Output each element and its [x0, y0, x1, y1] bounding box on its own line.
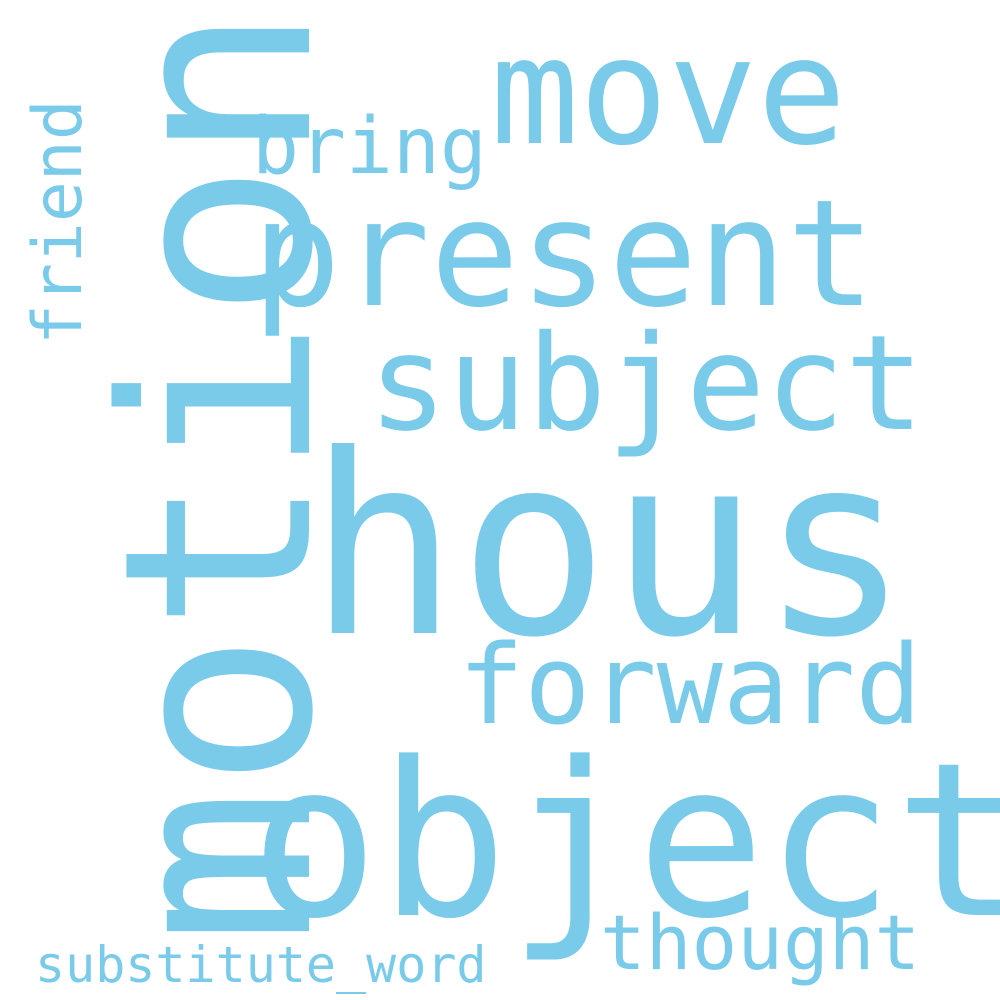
word-substitute-word: substitute_word	[35, 936, 487, 994]
word-object: object	[250, 717, 1000, 966]
word-move: move	[490, 6, 847, 178]
word-subject: subject	[368, 307, 925, 461]
word-thought: thought	[600, 898, 921, 987]
word-forward: forward	[458, 621, 922, 749]
word-friend: friend	[19, 99, 98, 345]
word-hous: hous	[308, 401, 911, 692]
word-bring: bring	[252, 102, 487, 192]
word-present: present	[252, 168, 876, 340]
